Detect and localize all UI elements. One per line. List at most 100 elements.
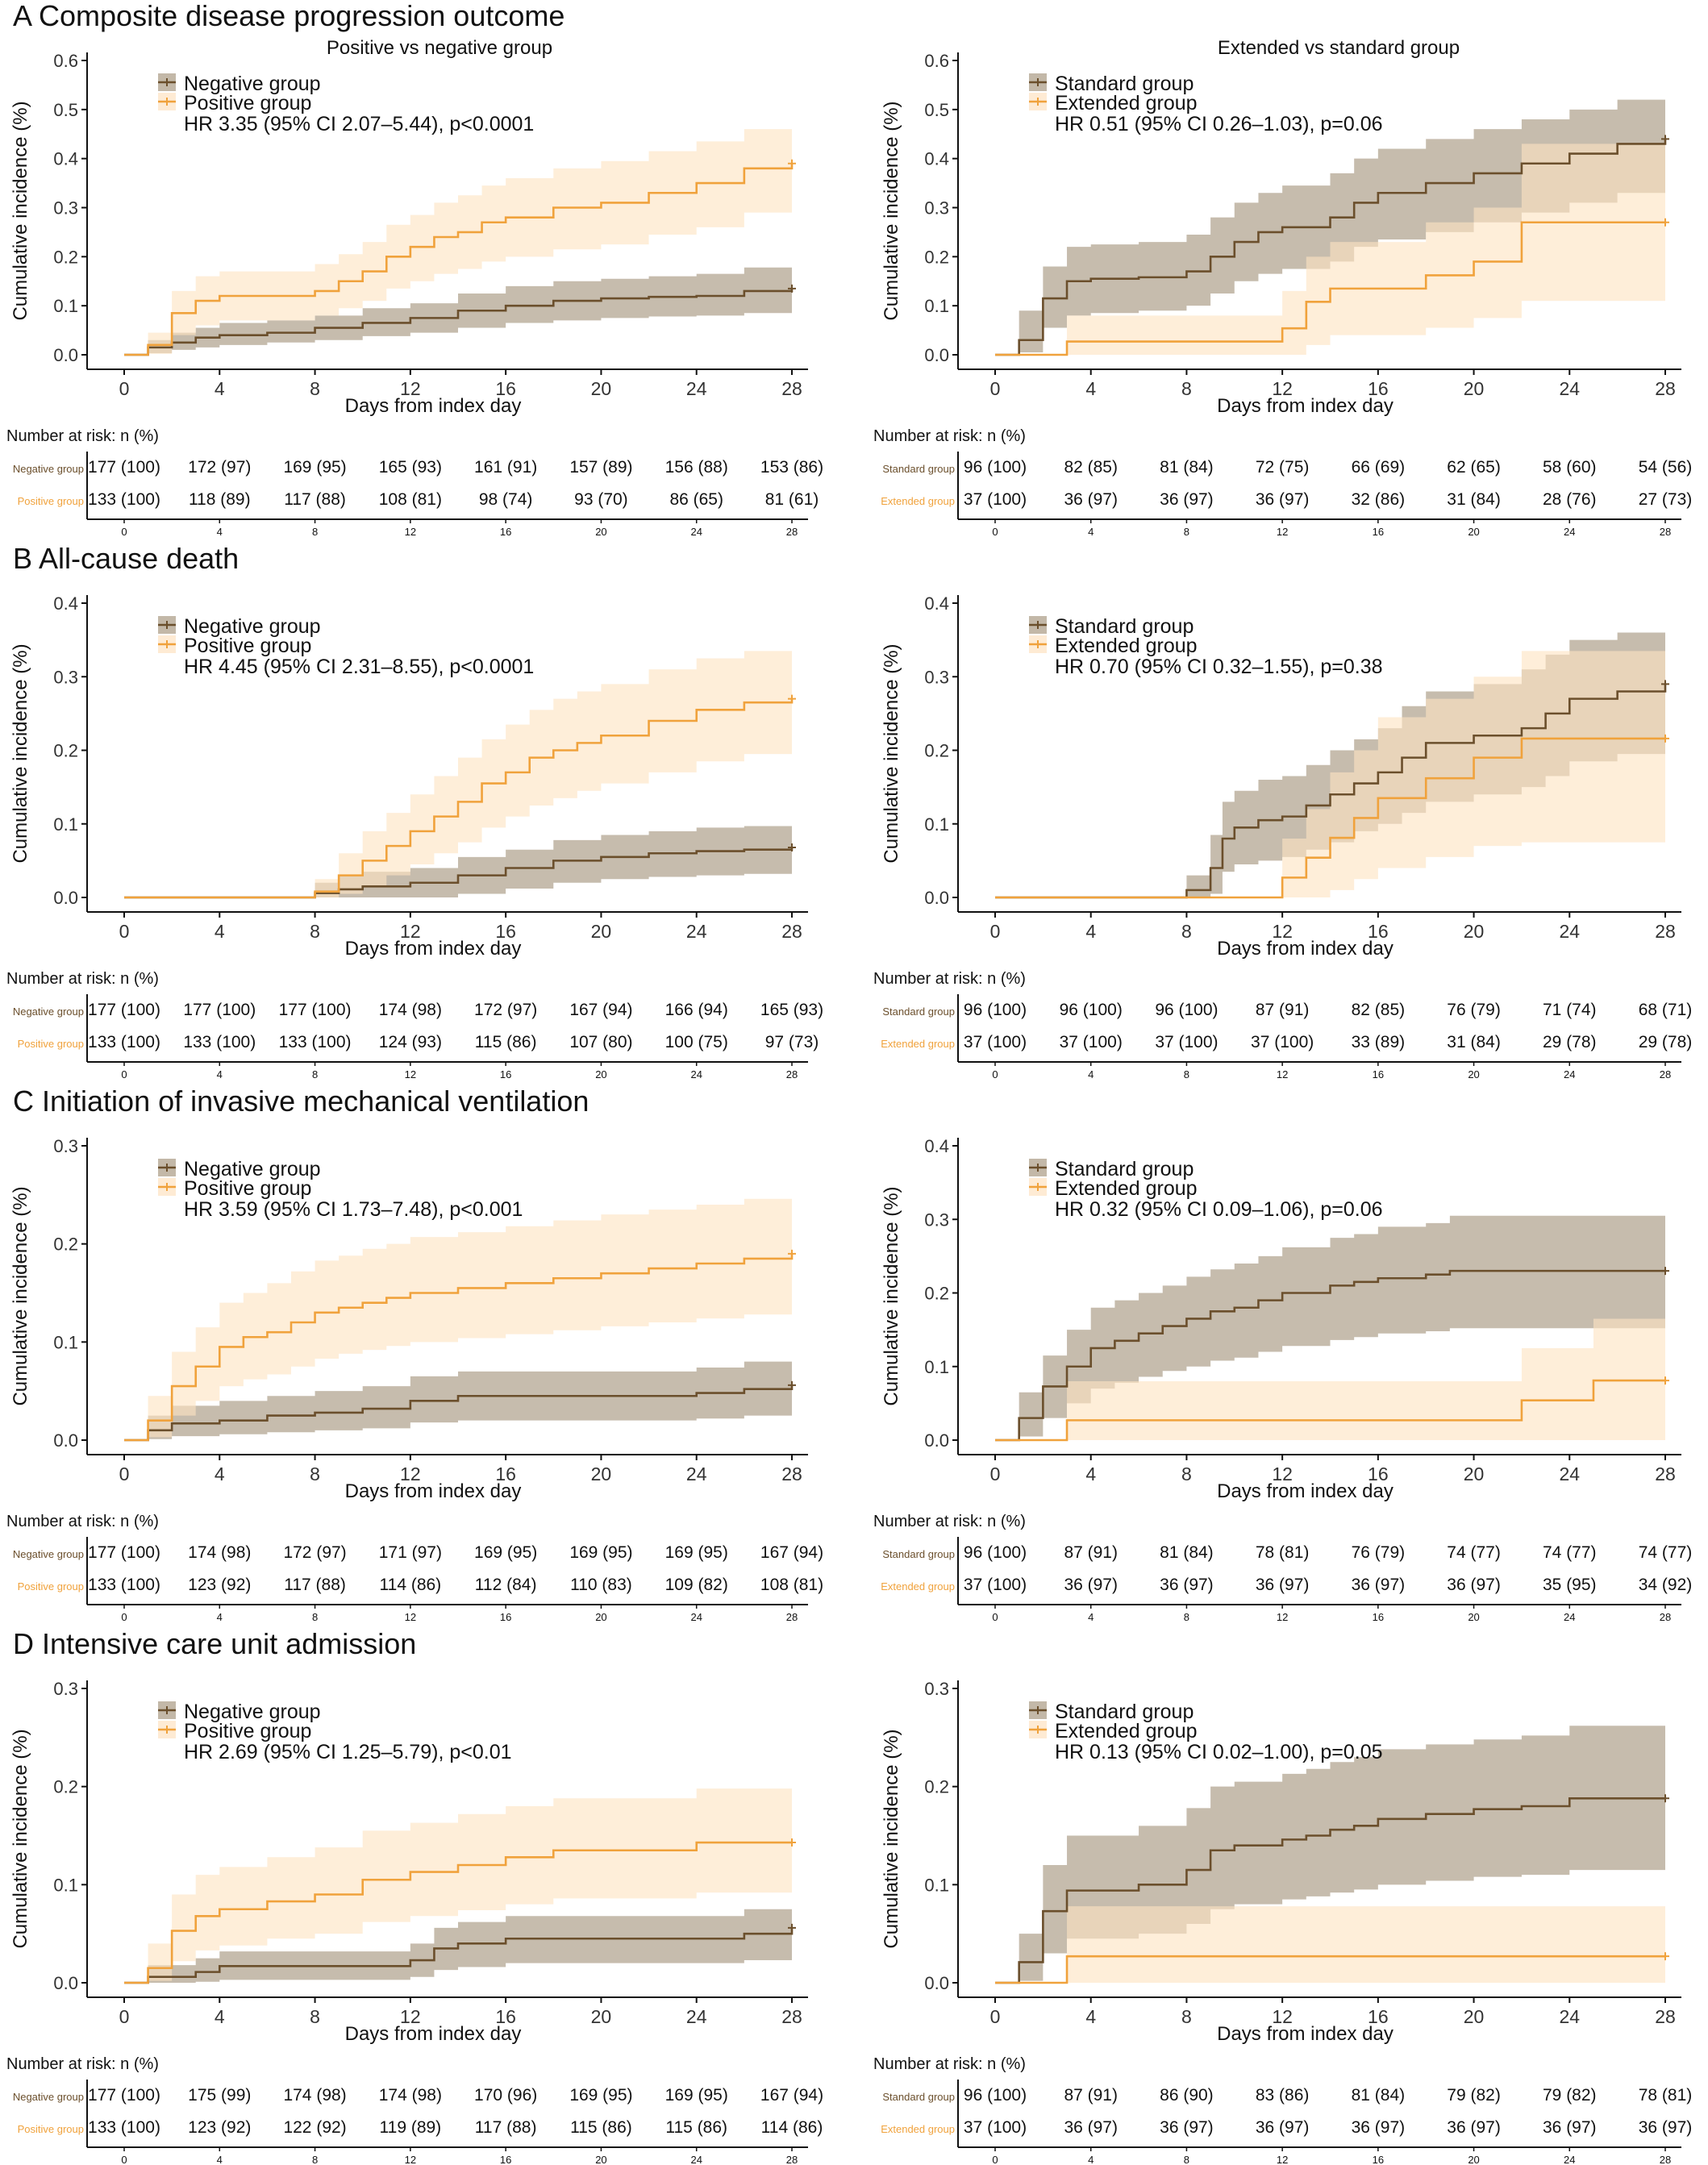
legend-label: Standard group <box>1055 1158 1194 1180</box>
risk-x-tick-label: 12 <box>405 526 416 538</box>
risk-x-tick-label: 24 <box>1564 2154 1575 2165</box>
x-tick-label: 0 <box>990 2006 1001 2027</box>
risk-table: Number at risk: n (%) Negative group 177 (… <box>6 427 823 538</box>
risk-cell: 115 (86) <box>475 1033 537 1051</box>
x-tick-label: 4 <box>1085 921 1096 942</box>
legend-label: Positive group <box>184 1177 311 1200</box>
x-tick-label: 16 <box>495 2006 516 2027</box>
x-tick-label: 0 <box>119 921 130 942</box>
legend-label: Negative group <box>184 615 321 638</box>
risk-cell: 100 (75) <box>665 1033 728 1051</box>
risk-table-title: Number at risk: n (%) <box>6 970 159 988</box>
y-axis-title: Cumulative incidence (%) <box>881 101 902 320</box>
risk-table-title: Number at risk: n (%) <box>6 2055 159 2073</box>
risk-cell: 156 (88) <box>665 458 728 477</box>
risk-table: Number at risk: n (%) Standard group 96 (1… <box>873 427 1692 538</box>
x-tick-label: 0 <box>119 2006 130 2027</box>
risk-cell: 122 (92) <box>283 2118 346 2137</box>
risk-cell: 161 (91) <box>474 458 537 477</box>
x-tick-label: 24 <box>686 2006 707 2027</box>
risk-x-tick-label: 24 <box>690 1068 702 1080</box>
risk-x-tick-label: 24 <box>690 1611 702 1623</box>
risk-cell: 79 (82) <box>1543 2086 1597 2105</box>
risk-cell: 87 (91) <box>1064 2086 1118 2105</box>
risk-cell: 34 (92) <box>1639 1576 1693 1594</box>
risk-cell: 86 (65) <box>669 490 723 509</box>
x-tick-label: 8 <box>1181 921 1192 942</box>
panel-title: B All-cause death <box>13 542 239 575</box>
risk-row-label: Standard group <box>882 463 955 475</box>
y-tick-label: 0.0 <box>924 1973 949 1993</box>
km-curve-comparison <box>995 1379 1665 1442</box>
ci-band-comparison <box>124 643 792 897</box>
hazard-ratio-annotation: HR 0.70 (95% CI 0.32–1.55), p=0.38 <box>1055 656 1383 678</box>
x-tick-label: 4 <box>215 2006 225 2027</box>
x-tick-label: 4 <box>1085 1463 1096 1484</box>
km-curve-reference <box>995 684 1667 899</box>
risk-x-tick-label: 8 <box>312 526 318 538</box>
risk-cell: 112 (84) <box>475 1576 537 1594</box>
km-curve-comparison <box>124 1253 794 1442</box>
legend-label: Negative group <box>184 1701 321 1723</box>
y-tick-label: 0.4 <box>924 149 949 169</box>
y-tick-label: 0.0 <box>53 345 78 365</box>
risk-x-tick-label: 0 <box>121 2154 127 2165</box>
x-tick-label: 16 <box>495 921 516 942</box>
y-tick-label: 0.2 <box>53 1777 78 1797</box>
legend-label: Extended group <box>1055 1177 1198 1200</box>
x-tick-label: 4 <box>1085 2006 1096 2027</box>
panel-B: B All-cause death 0.0 0.1 0.2 0.3 0.4 0 4 8 12 16 2… <box>6 542 1692 1080</box>
risk-cell: 114 (86) <box>761 2118 823 2137</box>
risk-cell: 115 (86) <box>570 2118 632 2137</box>
risk-x-tick-label: 16 <box>1373 1611 1384 1623</box>
risk-cell: 165 (93) <box>760 1001 823 1019</box>
x-tick-label: 24 <box>1559 921 1580 942</box>
x-tick-label: 20 <box>591 378 612 399</box>
ci-band-comparison <box>995 1318 1665 1440</box>
risk-x-tick-label: 8 <box>1184 2154 1189 2165</box>
risk-cell: 171 (97) <box>379 1543 442 1562</box>
risk-cell: 36 (97) <box>1160 2118 1214 2137</box>
risk-x-tick-label: 16 <box>1373 526 1384 538</box>
hazard-ratio-annotation: HR 4.45 (95% CI 2.31–8.55), p<0.0001 <box>184 656 534 678</box>
hazard-ratio-annotation: HR 3.59 (95% CI 1.73–7.48), p<0.001 <box>184 1198 523 1221</box>
risk-cell: 133 (100) <box>279 1033 352 1051</box>
censor-mark <box>1661 734 1669 743</box>
km-plot-D-right: 0.0 0.1 0.2 0.3 0 4 8 12 16 20 24 28 Days from index… <box>873 1679 1692 2165</box>
km-curve-reference <box>995 1797 1665 1984</box>
risk-cell: 74 (77) <box>1639 1543 1693 1562</box>
risk-table-title: Number at risk: n (%) <box>873 1513 1026 1530</box>
ci-band-comparison <box>995 1906 1665 1983</box>
x-tick-label: 12 <box>400 2006 421 2027</box>
legend-label: Negative group <box>184 1158 321 1180</box>
ci-band-reference <box>124 823 792 897</box>
risk-cell: 36 (97) <box>1160 1576 1214 1594</box>
risk-x-tick-label: 16 <box>500 1611 511 1623</box>
risk-row-label: Standard group <box>882 2091 955 2103</box>
risk-row-label: Negative group <box>13 1548 84 1560</box>
y-tick-label: 0.1 <box>924 296 949 316</box>
x-tick-label: 28 <box>1655 2006 1676 2027</box>
risk-cell: 83 (86) <box>1256 2086 1310 2105</box>
risk-cell: 78 (81) <box>1256 1543 1310 1562</box>
x-tick-label: 12 <box>1272 921 1293 942</box>
risk-x-tick-label: 4 <box>217 2154 223 2165</box>
risk-cell: 93 (70) <box>574 490 628 509</box>
y-tick-label: 0.1 <box>53 1332 78 1352</box>
x-tick-label: 0 <box>119 1463 130 1484</box>
risk-x-tick-label: 12 <box>1277 1611 1288 1623</box>
x-tick-label: 8 <box>1181 378 1192 399</box>
x-axis-title: Days from index day <box>345 395 522 417</box>
x-tick-label: 12 <box>400 1463 421 1484</box>
risk-x-tick-label: 20 <box>1468 2154 1479 2165</box>
risk-cell: 114 (86) <box>380 1576 442 1594</box>
risk-cell: 97 (73) <box>765 1033 819 1051</box>
risk-x-tick-label: 0 <box>992 1068 998 1080</box>
censor-mark <box>1661 1267 1669 1276</box>
km-plot-D-left: 0.0 0.1 0.2 0.3 0 4 8 12 16 20 24 28 Days from index… <box>6 1679 823 2165</box>
y-tick-label: 0.2 <box>53 741 78 761</box>
risk-cell: 36 (97) <box>1352 2118 1406 2137</box>
legend-label: Extended group <box>1055 92 1198 114</box>
risk-x-tick-label: 20 <box>595 526 606 538</box>
risk-cell: 76 (79) <box>1447 1001 1501 1019</box>
